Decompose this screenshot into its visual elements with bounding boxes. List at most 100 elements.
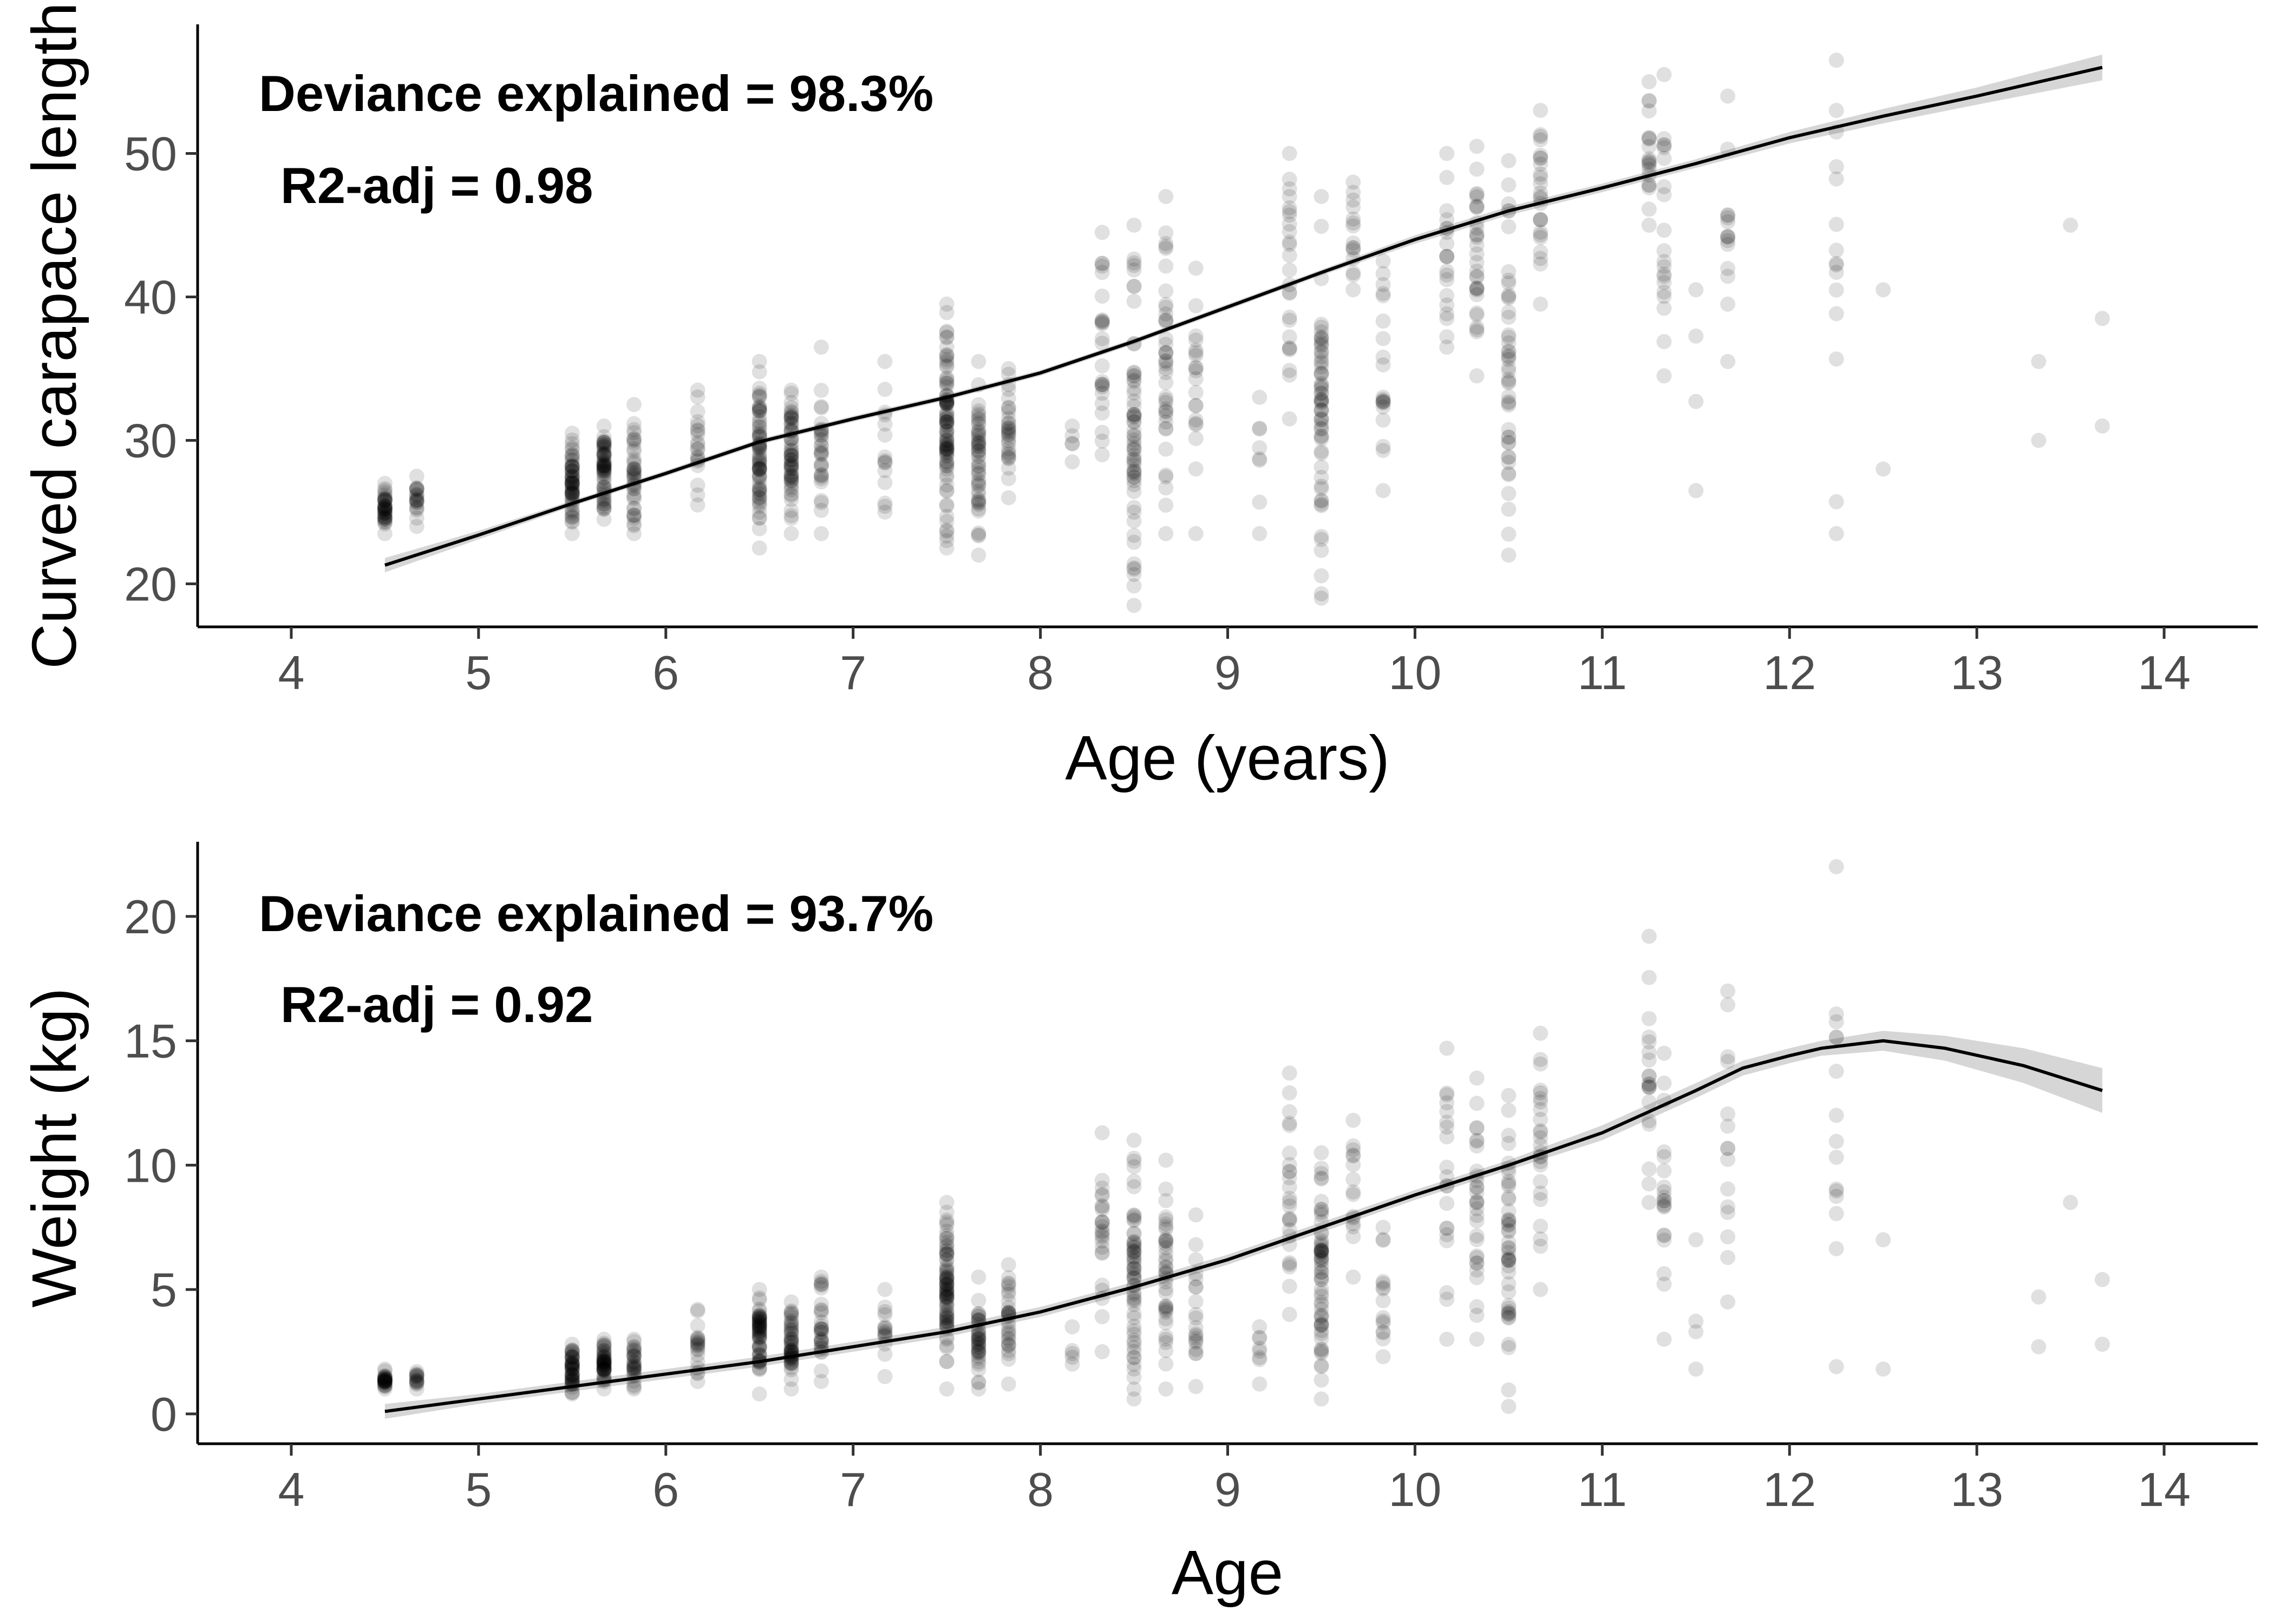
data-point bbox=[1439, 339, 1455, 355]
data-point bbox=[1345, 1269, 1361, 1285]
data-point bbox=[752, 1317, 767, 1332]
data-point bbox=[1126, 432, 1142, 448]
data-point bbox=[1126, 436, 1142, 451]
data-point bbox=[596, 459, 612, 474]
data-point bbox=[1439, 1085, 1455, 1101]
data-point bbox=[1345, 211, 1361, 227]
data-point bbox=[1094, 1202, 1110, 1217]
data-point bbox=[626, 1360, 642, 1376]
data-point bbox=[813, 1269, 829, 1285]
data-point bbox=[1126, 1344, 1142, 1359]
data-point bbox=[377, 503, 393, 519]
data-point bbox=[690, 1335, 705, 1351]
data-point bbox=[1656, 368, 1672, 384]
r2-annotation: R2-adj = 0.92 bbox=[280, 976, 593, 1033]
data-point bbox=[752, 475, 767, 491]
data-point bbox=[596, 1353, 612, 1369]
confidence-band bbox=[384, 1031, 2102, 1419]
data-point bbox=[1188, 398, 1204, 413]
data-point bbox=[939, 483, 955, 499]
data-point bbox=[1439, 1220, 1455, 1236]
data-point bbox=[1314, 338, 1329, 354]
data-point bbox=[1641, 201, 1657, 217]
data-point bbox=[1375, 331, 1391, 346]
data-point bbox=[813, 1278, 829, 1293]
data-point bbox=[783, 1356, 799, 1371]
data-point bbox=[1094, 1199, 1110, 1215]
data-point bbox=[752, 446, 767, 461]
data-point bbox=[1158, 469, 1174, 484]
data-point bbox=[971, 455, 986, 470]
data-point bbox=[1314, 385, 1329, 401]
data-point bbox=[1501, 276, 1517, 291]
data-point bbox=[939, 396, 955, 411]
data-point bbox=[1126, 381, 1142, 397]
data-point bbox=[939, 1276, 955, 1292]
data-point bbox=[596, 457, 612, 473]
data-point bbox=[1533, 150, 1548, 166]
data-point bbox=[626, 461, 642, 476]
data-point bbox=[939, 523, 955, 539]
data-point bbox=[1126, 1254, 1142, 1269]
data-point bbox=[1375, 1349, 1391, 1365]
data-point bbox=[626, 518, 642, 534]
data-point bbox=[377, 501, 393, 516]
data-point bbox=[752, 496, 767, 512]
data-point bbox=[1641, 970, 1657, 985]
data-point bbox=[1282, 1104, 1297, 1119]
data-point bbox=[626, 454, 642, 469]
y-axis-title: Curved carapace length bbox=[19, 2, 89, 669]
data-point bbox=[1720, 296, 1736, 312]
data-point bbox=[939, 1290, 955, 1306]
data-point bbox=[626, 1348, 642, 1364]
data-point bbox=[939, 497, 955, 513]
data-point bbox=[1126, 218, 1142, 233]
data-point bbox=[1126, 469, 1142, 485]
data-point bbox=[377, 497, 393, 513]
data-point bbox=[1469, 281, 1485, 297]
data-point bbox=[1439, 267, 1455, 283]
data-point bbox=[1656, 1232, 1672, 1248]
data-point bbox=[626, 1362, 642, 1378]
data-point bbox=[564, 463, 580, 479]
data-point bbox=[1282, 1259, 1297, 1275]
data-point bbox=[939, 325, 955, 340]
data-point bbox=[1126, 408, 1142, 424]
data-point bbox=[939, 1340, 955, 1355]
data-point bbox=[971, 1293, 986, 1308]
data-point bbox=[1469, 1134, 1485, 1149]
data-point bbox=[939, 407, 955, 423]
data-point bbox=[1501, 359, 1517, 375]
data-point bbox=[1641, 1079, 1657, 1095]
data-point bbox=[1064, 454, 1080, 470]
data-point bbox=[939, 1288, 955, 1304]
data-point bbox=[813, 1321, 829, 1337]
data-point bbox=[1314, 591, 1329, 606]
data-point bbox=[939, 424, 955, 440]
data-point bbox=[1158, 1246, 1174, 1261]
data-point bbox=[1188, 343, 1204, 358]
data-point bbox=[752, 460, 767, 476]
data-point bbox=[1375, 389, 1391, 405]
data-point bbox=[626, 1344, 642, 1359]
data-point bbox=[626, 435, 642, 451]
data-point bbox=[939, 1317, 955, 1333]
data-point bbox=[1641, 1069, 1657, 1084]
data-point bbox=[939, 1269, 955, 1285]
data-point bbox=[971, 428, 986, 444]
data-point bbox=[377, 481, 393, 496]
x-tick-label: 7 bbox=[840, 646, 866, 699]
data-point bbox=[1641, 1079, 1657, 1095]
data-point bbox=[1641, 218, 1657, 233]
data-point bbox=[752, 1386, 767, 1402]
data-point bbox=[1828, 1029, 1844, 1045]
data-point bbox=[1094, 265, 1110, 280]
data-point bbox=[1314, 1243, 1329, 1259]
data-point bbox=[752, 1327, 767, 1343]
data-point bbox=[596, 437, 612, 453]
data-point bbox=[1001, 447, 1016, 462]
data-point bbox=[1375, 1325, 1391, 1340]
data-point bbox=[939, 324, 955, 339]
data-point bbox=[1641, 1161, 1657, 1177]
